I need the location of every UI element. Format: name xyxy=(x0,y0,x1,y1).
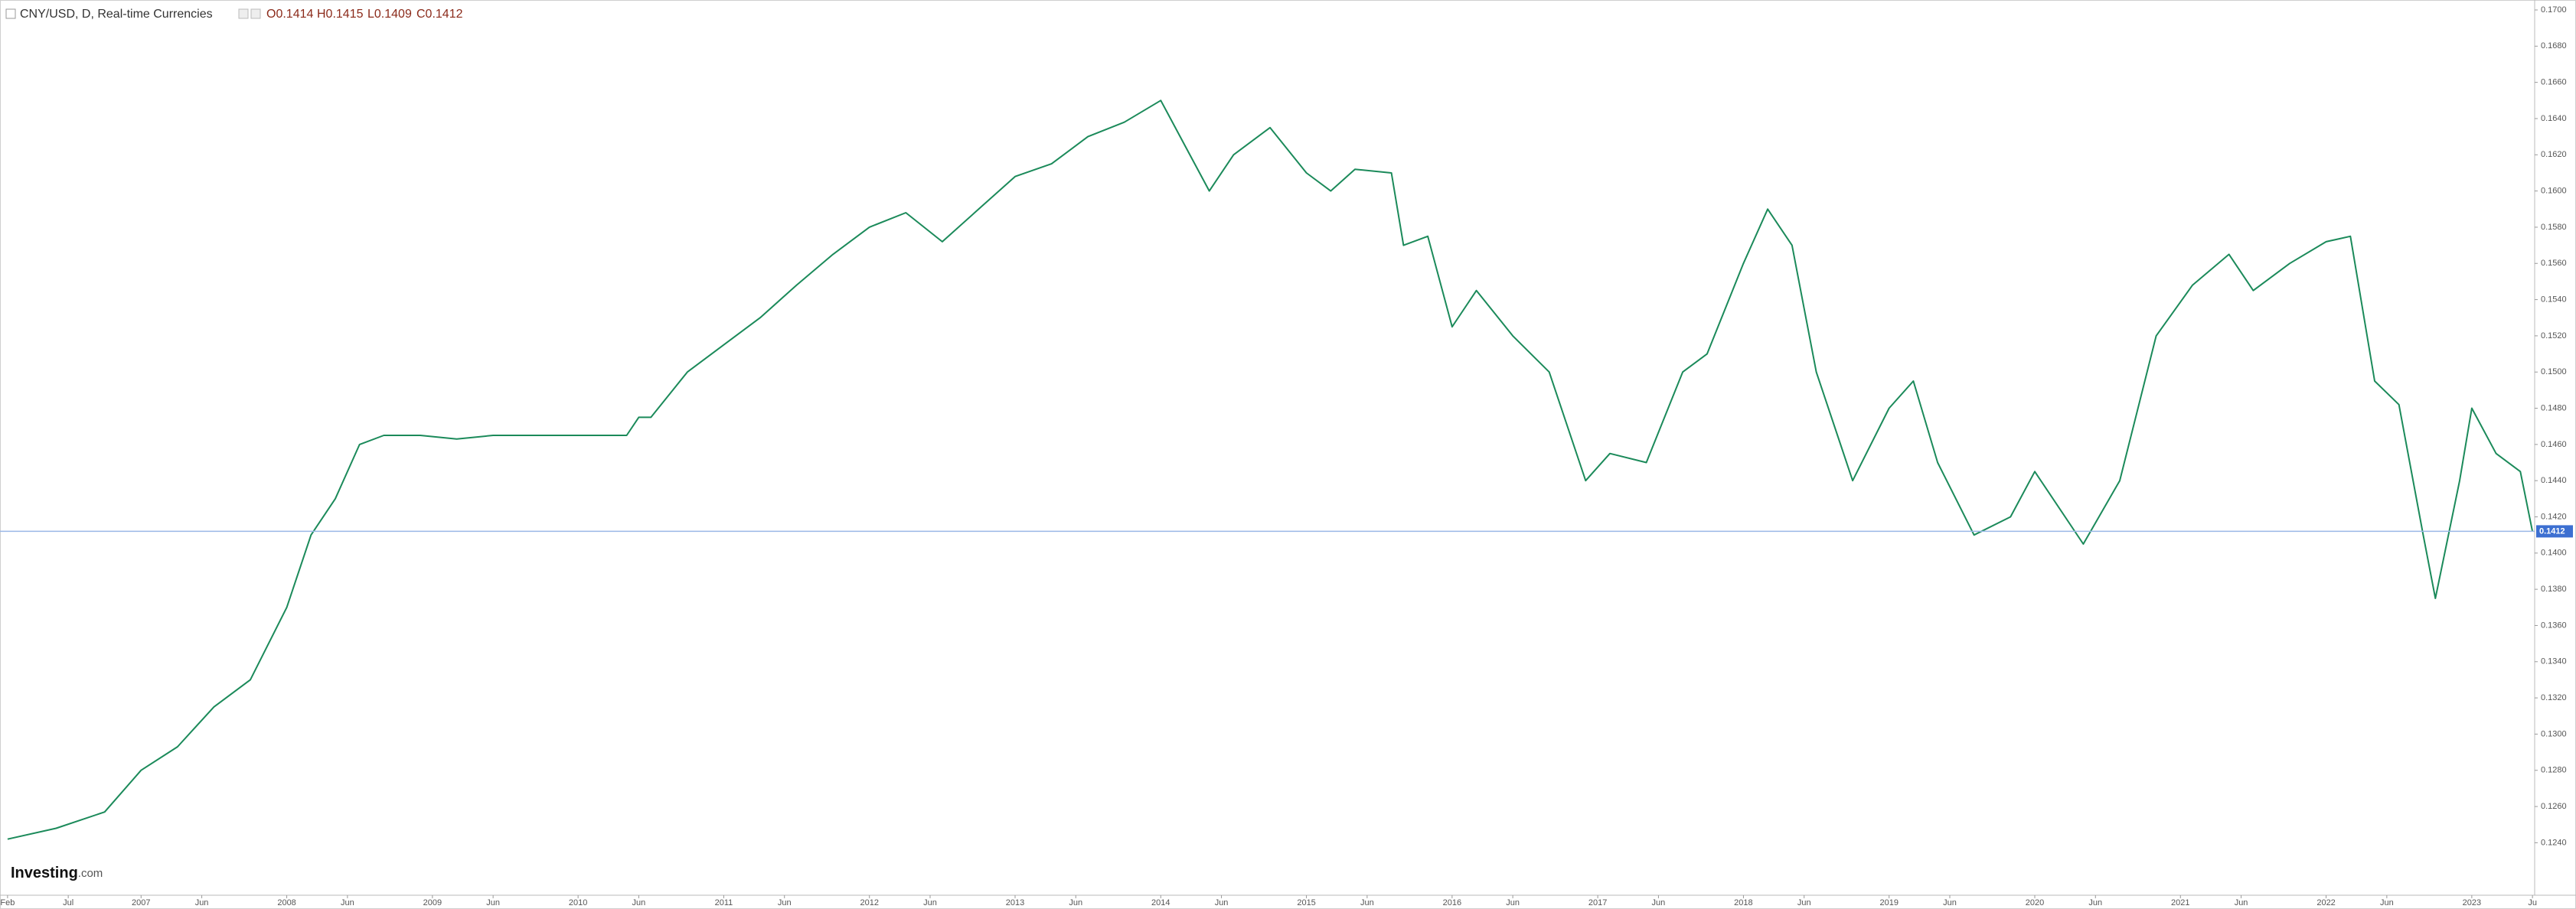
y-tick-label: 0.1600 xyxy=(2541,187,2567,196)
x-tick-label: 2010 xyxy=(569,898,587,907)
collapse-icon[interactable] xyxy=(5,8,16,19)
x-tick-label: Jun xyxy=(2380,898,2394,907)
y-tick-label: 0.1360 xyxy=(2541,621,2567,630)
y-tick-label: 0.1240 xyxy=(2541,838,2567,847)
y-tick-label: 0.1300 xyxy=(2541,729,2567,738)
y-tick-label: 0.1260 xyxy=(2541,802,2567,811)
x-tick-label: 2009 xyxy=(423,898,442,907)
y-tick-label: 0.1680 xyxy=(2541,41,2567,50)
close-icon[interactable] xyxy=(250,8,261,19)
x-tick-label: 2013 xyxy=(1006,898,1024,907)
ohlc-open: O0.1414 xyxy=(266,8,313,21)
y-tick-label: 0.1500 xyxy=(2541,367,2567,376)
x-tick-label: 2014 xyxy=(1151,898,1170,907)
x-tick-label: Jun xyxy=(778,898,792,907)
y-tick-label: 0.1480 xyxy=(2541,403,2567,412)
x-tick-label: 2021 xyxy=(2171,898,2189,907)
x-tick-label: 2008 xyxy=(277,898,295,907)
x-tick-label: Feb xyxy=(0,898,15,907)
logo-suffix: .com xyxy=(78,867,103,880)
x-tick-label: 2017 xyxy=(1588,898,1607,907)
y-tick-label: 0.1640 xyxy=(2541,114,2567,123)
y-tick-label: 0.1520 xyxy=(2541,331,2567,340)
x-tick-label: Jun xyxy=(1652,898,1666,907)
x-tick-label: Ju xyxy=(2528,898,2537,907)
x-tick-label: Jun xyxy=(1360,898,1374,907)
x-tick-label: Jun xyxy=(341,898,354,907)
ohlc-high: H0.1415 xyxy=(317,8,364,21)
last-price-tag xyxy=(2536,525,2573,538)
x-tick-label: 2022 xyxy=(2316,898,2335,907)
y-tick-label: 0.1560 xyxy=(2541,259,2567,268)
x-tick-label: 2016 xyxy=(1443,898,1461,907)
price-line xyxy=(7,99,2534,840)
y-tick-label: 0.1620 xyxy=(2541,150,2567,159)
y-tick-label: 0.1340 xyxy=(2541,657,2567,666)
y-tick-label: 0.1700 xyxy=(2541,5,2567,15)
x-tick-label: Jun xyxy=(1943,898,1957,907)
ohlc-low: L0.1409 xyxy=(367,8,412,21)
x-tick-label: 2011 xyxy=(715,898,733,907)
x-tick-label: 2007 xyxy=(132,898,150,907)
y-tick-label: 0.1660 xyxy=(2541,78,2567,87)
y-tick-label: 0.1580 xyxy=(2541,223,2567,232)
x-tick-label: 2020 xyxy=(2026,898,2044,907)
logo: Investing.com xyxy=(11,865,103,881)
x-tick-label: Jun xyxy=(632,898,646,907)
y-tick-label: 0.1380 xyxy=(2541,585,2567,594)
settings-icon[interactable] xyxy=(238,8,249,19)
y-tick-label: 0.1440 xyxy=(2541,476,2567,485)
y-tick-label: 0.1320 xyxy=(2541,693,2567,702)
x-tick-label: Jun xyxy=(1069,898,1082,907)
x-tick-label: Jun xyxy=(1506,898,1520,907)
x-tick-label: 2019 xyxy=(1879,898,1898,907)
x-tick-label: 2012 xyxy=(860,898,878,907)
x-tick-label: Jun xyxy=(2235,898,2248,907)
y-tick-label: 0.1420 xyxy=(2541,512,2567,521)
x-tick-label: Jun xyxy=(1797,898,1811,907)
y-tick-label: 0.1540 xyxy=(2541,295,2567,304)
last-price-label: 0.1412 xyxy=(2539,526,2565,536)
y-tick-label: 0.1280 xyxy=(2541,766,2567,775)
logo-main: Investing xyxy=(11,865,78,881)
x-tick-label: Jun xyxy=(923,898,937,907)
x-tick-label: Jul xyxy=(63,898,73,907)
x-tick-label: 2023 xyxy=(2463,898,2481,907)
y-tick-label: 0.1400 xyxy=(2541,549,2567,558)
x-tick-label: 2018 xyxy=(1734,898,1752,907)
x-tick-label: 2015 xyxy=(1297,898,1315,907)
plot-area xyxy=(7,99,2534,840)
chart-title: CNY/USD, D, Real-time Currencies xyxy=(20,8,213,21)
y-tick-label: 0.1460 xyxy=(2541,440,2567,449)
x-tick-label: Jun xyxy=(195,898,209,907)
x-tick-label: Jun xyxy=(1215,898,1229,907)
x-tick-label: Jun xyxy=(486,898,500,907)
x-tick-label: Jun xyxy=(2088,898,2102,907)
ohlc-close: C0.1412 xyxy=(416,8,463,21)
